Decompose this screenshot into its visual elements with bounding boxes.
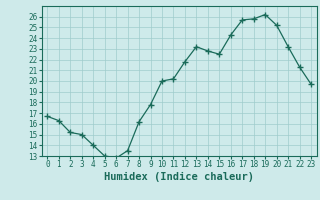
X-axis label: Humidex (Indice chaleur): Humidex (Indice chaleur)	[104, 172, 254, 182]
